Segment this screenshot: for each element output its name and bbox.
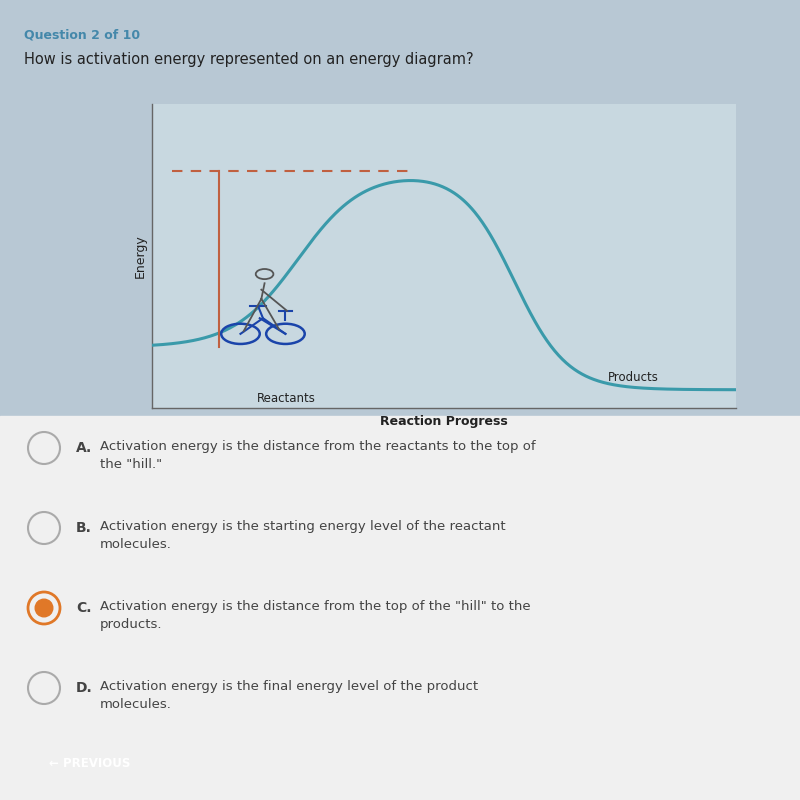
Text: B.: B. <box>76 521 92 535</box>
Text: C.: C. <box>76 601 91 615</box>
Y-axis label: Energy: Energy <box>134 234 146 278</box>
Text: Reactants: Reactants <box>257 392 316 405</box>
Text: How is activation energy represented on an energy diagram?: How is activation energy represented on … <box>24 52 474 67</box>
X-axis label: Reaction Progress: Reaction Progress <box>380 415 508 428</box>
Text: molecules.: molecules. <box>100 698 172 711</box>
Text: molecules.: molecules. <box>100 538 172 551</box>
Text: A.: A. <box>76 441 92 455</box>
Text: Activation energy is the final energy level of the product: Activation energy is the final energy le… <box>100 680 478 693</box>
Text: products.: products. <box>100 618 162 631</box>
Text: Question 2 of 10: Question 2 of 10 <box>24 28 140 41</box>
Text: Activation energy is the distance from the top of the "hill" to the: Activation energy is the distance from t… <box>100 600 530 613</box>
Text: Activation energy is the distance from the reactants to the top of: Activation energy is the distance from t… <box>100 440 536 453</box>
Text: D.: D. <box>76 681 93 695</box>
Text: the "hill.": the "hill." <box>100 458 162 471</box>
Text: Products: Products <box>607 370 658 384</box>
Text: ← PREVIOUS: ← PREVIOUS <box>50 757 130 770</box>
Text: Activation energy is the starting energy level of the reactant: Activation energy is the starting energy… <box>100 520 506 533</box>
